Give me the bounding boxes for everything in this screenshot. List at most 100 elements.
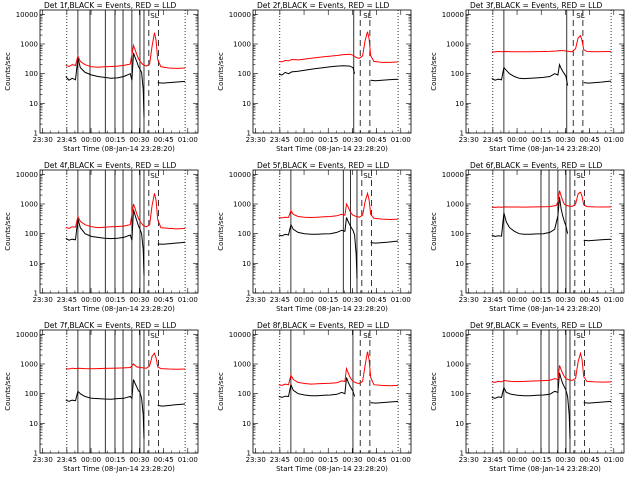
panel-det-2f: Det 2f,BLACK = Events, RED = LLD 1 10 100 10…: [217, 1, 412, 153]
x-tick-label: 23:45: [57, 456, 77, 464]
x-tick-label: 23:45: [483, 296, 503, 304]
panel-title: Det 6f,BLACK = Events, RED = LLD: [470, 161, 603, 170]
plot-frame: [465, 9, 625, 134]
y-tick-label: 1: [460, 290, 464, 298]
series-lld-line: [491, 34, 612, 53]
series-events-line: [491, 372, 612, 439]
x-axis-label: Start Time (08-Jan-14 23:28:20): [489, 145, 601, 153]
y-tick-label: 100: [238, 390, 251, 398]
x-tick-label: 01:00: [391, 296, 411, 304]
series-lld-line: [491, 190, 612, 208]
series-events-line: [491, 62, 612, 86]
y-tick-label: 10: [29, 260, 38, 268]
y-tick-label: 1: [247, 290, 251, 298]
plot-frame: [252, 169, 412, 294]
y-tick-label: 1000: [446, 361, 464, 369]
series-events-line: [278, 377, 399, 404]
y-tick-label: 1000: [20, 361, 38, 369]
series-lld-line: [65, 352, 186, 370]
x-tick-label: 00:15: [105, 296, 125, 304]
plot-frame: [39, 169, 199, 294]
x-tick-label: 23:30: [246, 296, 266, 304]
y-axis-label: Counts/sec: [4, 52, 12, 91]
y-tick-label: 1000: [20, 201, 38, 209]
y-tick-label: 1: [247, 130, 251, 138]
y-tick-label: 100: [25, 230, 38, 238]
y-tick-label: 1: [460, 450, 464, 458]
x-tick-label: 00:30: [342, 296, 362, 304]
series-events-line: [278, 65, 399, 82]
x-tick-label: 01:00: [391, 456, 411, 464]
panel-det-3f: Det 3f,BLACK = Events, RED = LLD 1 10 100 10…: [430, 1, 625, 153]
x-tick-label: 00:00: [294, 136, 314, 144]
y-tick-label: 10000: [16, 331, 38, 339]
plot-frame: [39, 329, 199, 454]
plot-frame: [252, 9, 412, 134]
y-tick-label: 1000: [233, 201, 251, 209]
y-tick-label: 10: [455, 420, 464, 428]
x-axis-label: Start Time (08-Jan-14 23:28:20): [489, 465, 601, 473]
y-tick-label: 10: [29, 100, 38, 108]
y-tick-label: 100: [451, 230, 464, 238]
panel-title: Det 7f,BLACK = Events, RED = LLD: [44, 321, 177, 330]
x-tick-label: 01:00: [178, 136, 198, 144]
panel-det-8f: Det 8f,BLACK = Events, RED = LLD 1 10 100 10…: [217, 321, 412, 473]
series-events-line: [65, 52, 186, 117]
y-tick-label: 100: [451, 70, 464, 78]
x-tick-label: 00:30: [342, 456, 362, 464]
y-tick-label: 10000: [442, 331, 464, 339]
panel-annotation: SL: [363, 12, 371, 20]
series-lld-line: [65, 32, 186, 69]
x-tick-label: 23:30: [459, 136, 479, 144]
panel-annotation: SL: [150, 12, 158, 20]
x-tick-label: 23:45: [270, 296, 290, 304]
x-tick-label: 01:00: [604, 456, 624, 464]
x-axis-label: Start Time (08-Jan-14 23:28:20): [489, 305, 601, 313]
panel-annotation: SL: [363, 332, 371, 340]
plot-frame: [252, 329, 412, 454]
y-tick-label: 1000: [446, 201, 464, 209]
x-tick-label: 23:30: [33, 296, 53, 304]
x-tick-label: 00:00: [294, 456, 314, 464]
x-tick-label: 01:00: [178, 296, 198, 304]
x-tick-label: 00:15: [318, 136, 338, 144]
series-events-line: [65, 209, 186, 276]
x-tick-label: 00:45: [580, 296, 600, 304]
x-tick-label: 00:15: [318, 296, 338, 304]
y-tick-label: 1: [34, 290, 38, 298]
y-tick-label: 10: [242, 100, 251, 108]
y-axis-label: Counts/sec: [430, 372, 438, 411]
x-axis-label: Start Time (08-Jan-14 23:28:20): [63, 465, 175, 473]
y-tick-label: 10000: [16, 11, 38, 19]
series-events-line: [278, 217, 399, 279]
x-tick-label: 00:00: [507, 456, 527, 464]
x-tick-label: 00:00: [81, 456, 101, 464]
x-tick-label: 00:45: [154, 456, 174, 464]
y-tick-label: 1: [460, 130, 464, 138]
panel-title: Det 1f,BLACK = Events, RED = LLD: [44, 1, 177, 10]
x-tick-label: 00:45: [367, 136, 387, 144]
x-tick-label: 00:30: [129, 296, 149, 304]
y-tick-label: 10000: [229, 171, 251, 179]
x-tick-label: 00:00: [507, 136, 527, 144]
panel-title: Det 8f,BLACK = Events, RED = LLD: [257, 321, 390, 330]
y-tick-label: 100: [238, 70, 251, 78]
x-axis-label: Start Time (08-Jan-14 23:28:20): [276, 145, 388, 153]
panel-title: Det 9f,BLACK = Events, RED = LLD: [470, 321, 603, 330]
x-tick-label: 00:45: [580, 136, 600, 144]
x-tick-label: 23:45: [57, 136, 77, 144]
series-lld-line: [491, 351, 612, 383]
y-tick-label: 10000: [16, 171, 38, 179]
series-lld-line: [278, 31, 399, 63]
x-tick-label: 00:00: [507, 296, 527, 304]
panel-annotation: SL: [576, 172, 584, 180]
panel-title: Det 2f,BLACK = Events, RED = LLD: [257, 1, 390, 10]
x-tick-label: 00:00: [81, 296, 101, 304]
plot-frame: [465, 329, 625, 454]
series-events-line: [65, 379, 186, 439]
x-tick-label: 00:45: [154, 296, 174, 304]
y-tick-label: 100: [238, 230, 251, 238]
x-tick-label: 23:30: [33, 456, 53, 464]
